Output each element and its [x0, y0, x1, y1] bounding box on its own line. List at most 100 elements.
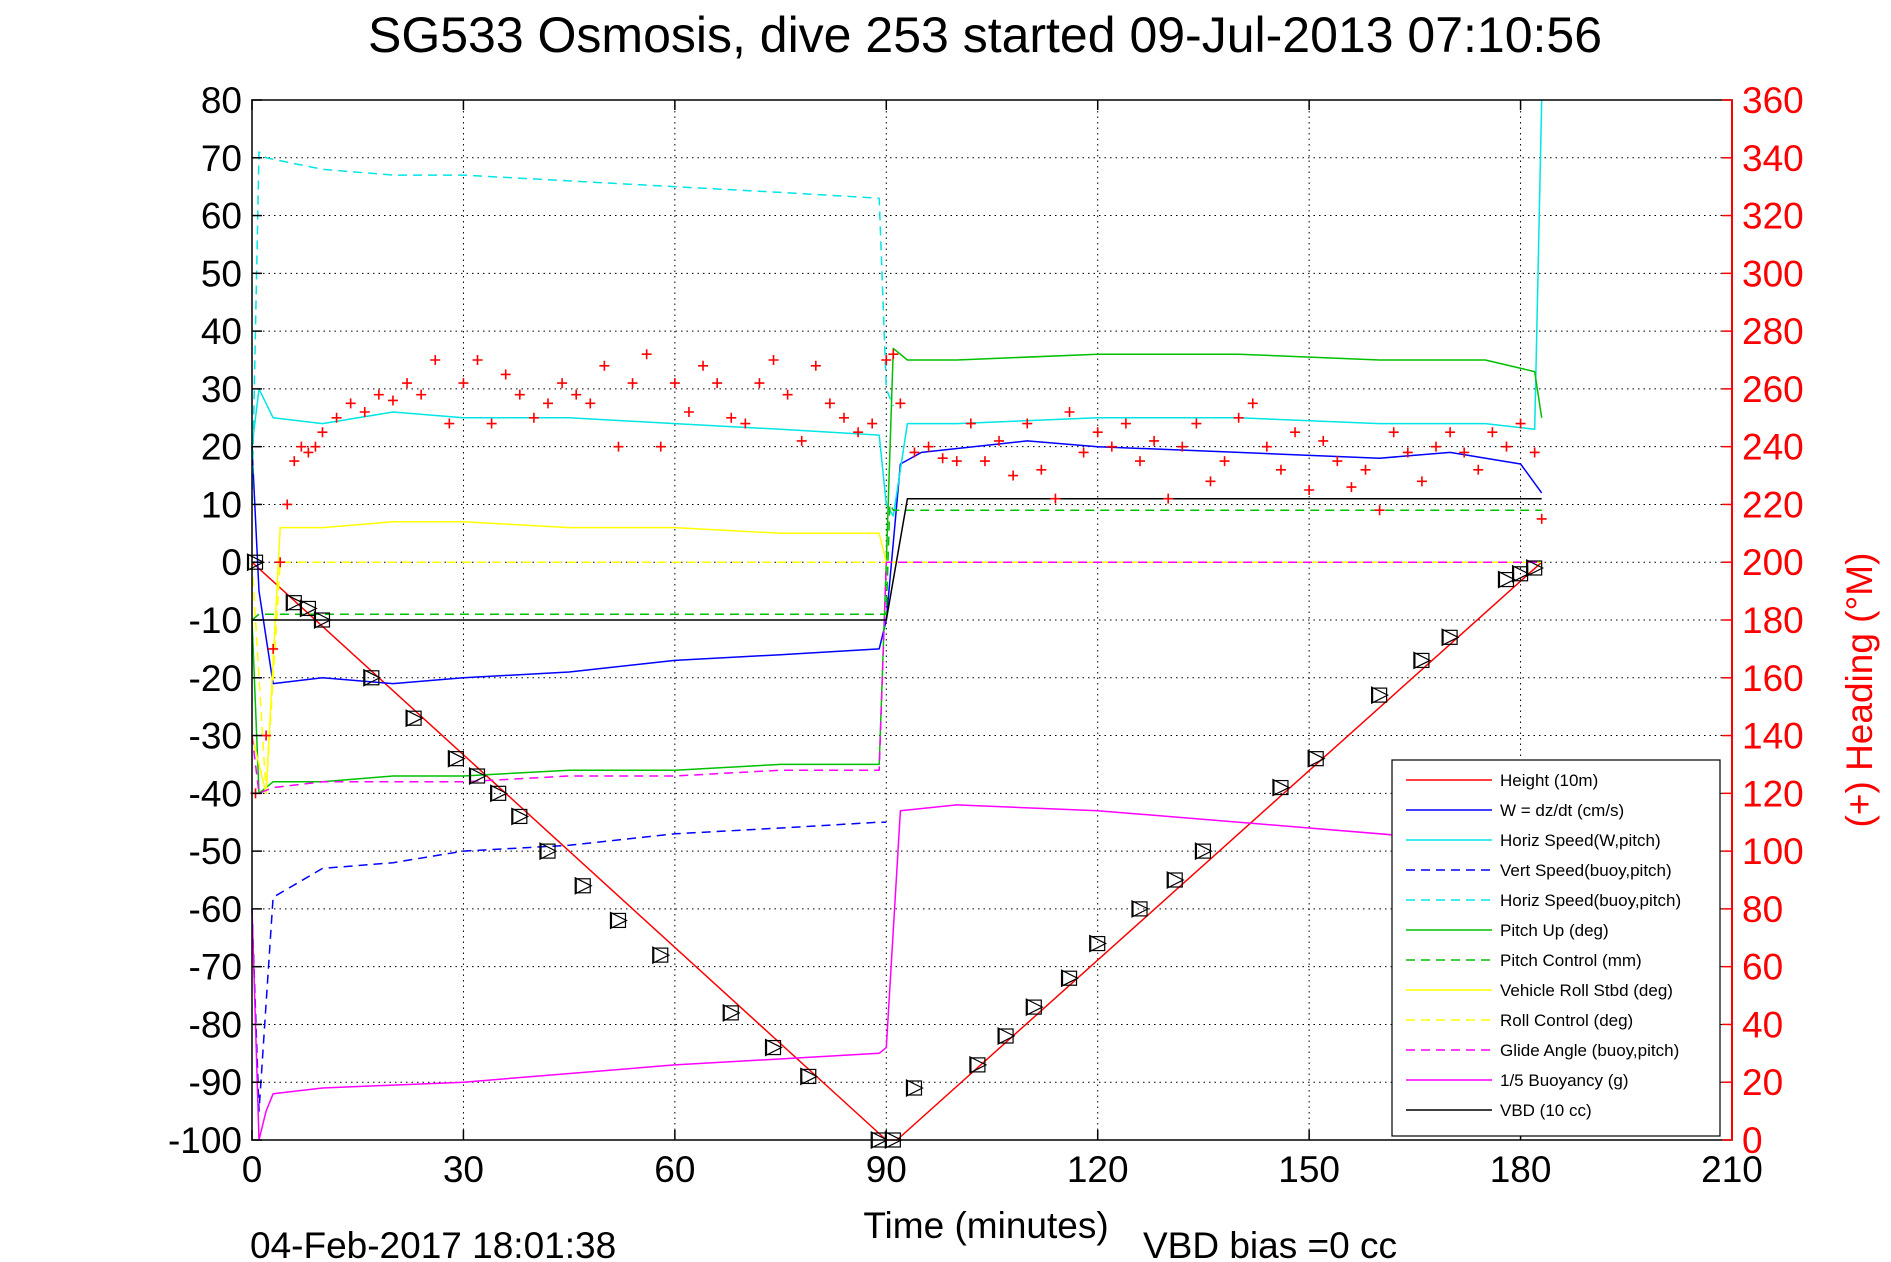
y2-tick-label: 280 — [1742, 311, 1804, 352]
heading-point — [655, 441, 666, 452]
heading-point — [1135, 456, 1145, 467]
heading-point — [1163, 493, 1174, 504]
x-tick-label: 90 — [866, 1149, 907, 1190]
legend-label-1-5-buoyancy-g: 1/5 Buoyancy (g) — [1500, 1071, 1629, 1090]
heading-point — [1388, 427, 1399, 438]
y-tick-label: -10 — [189, 600, 242, 641]
dive-marker-triangle — [1526, 559, 1545, 577]
dive-marker-triangle — [764, 1038, 783, 1057]
heading-point — [1205, 476, 1216, 487]
dive-marker-square — [406, 710, 422, 726]
heading-point — [387, 395, 398, 406]
dive-marker-triangle — [511, 807, 530, 826]
dive-marker-square — [1372, 687, 1388, 703]
heading-point — [853, 427, 864, 438]
y-tick-label: -30 — [189, 716, 242, 757]
dive-marker-triangle — [1511, 564, 1530, 583]
x-tick-label: 0 — [242, 1149, 263, 1190]
heading-point — [359, 407, 370, 417]
heading-point — [1536, 513, 1547, 524]
heading-point — [951, 456, 962, 467]
dive-marker-square — [1442, 629, 1458, 645]
y-tick-label: -60 — [189, 889, 242, 930]
heading-point — [1431, 441, 1441, 452]
dive-marker-square — [801, 1068, 817, 1085]
heading-point — [296, 441, 307, 452]
heading-point — [1402, 447, 1413, 458]
heading-point — [275, 557, 286, 568]
dive-marker-triangle — [1194, 842, 1213, 861]
heading-point — [613, 441, 624, 452]
heading-point — [486, 418, 497, 429]
heading-point — [1501, 441, 1512, 452]
heading-point — [1022, 418, 1033, 429]
y2-tick-label: 220 — [1742, 484, 1804, 525]
heading-point — [796, 435, 807, 446]
heading-point — [1008, 470, 1019, 481]
dive-marker-square — [448, 751, 464, 767]
heading-point — [1290, 427, 1301, 438]
heading-point — [726, 412, 737, 423]
dive-marker-triangle — [246, 553, 265, 572]
heading-point — [1261, 441, 1272, 452]
heading-point — [1064, 407, 1075, 417]
dive-marker-square — [998, 1028, 1014, 1044]
legend-label-vehicle-roll-stbd-deg: Vehicle Roll Stbd (deg) — [1500, 981, 1673, 1000]
heading-point — [268, 643, 279, 654]
y2-tick-label: 160 — [1742, 658, 1804, 699]
dive-marker-triangle — [574, 876, 593, 895]
y2-tick-label: 120 — [1742, 773, 1804, 814]
heading-point — [683, 407, 694, 417]
heading-point — [430, 355, 441, 365]
heading-point — [1374, 505, 1385, 516]
dive-marker-square — [1273, 779, 1289, 796]
heading-point — [1036, 464, 1047, 475]
heading-point — [1487, 427, 1498, 438]
heading-point — [1459, 447, 1470, 458]
y2-tick-label: 180 — [1742, 600, 1804, 641]
dive-marker-square — [765, 1039, 782, 1056]
y2-axis-label: (+) Heading (°M) — [1839, 553, 1880, 828]
footer-timestamp: 04-Feb-2017 18:01:38 — [250, 1225, 616, 1262]
y-tick-label: 40 — [201, 311, 242, 352]
heading-point — [768, 355, 779, 365]
legend-label-horiz-speed-buoy-pitch: Horiz Speed(buoy,pitch) — [1500, 891, 1681, 910]
y2-tick-label: 20 — [1742, 1062, 1783, 1103]
y-tick-label: -90 — [189, 1062, 242, 1103]
legend-label-pitch-up-deg: Pitch Up (deg) — [1500, 921, 1609, 940]
x-tick-label: 60 — [654, 1149, 695, 1190]
dive-marker-square — [1308, 751, 1324, 767]
heading-point — [1515, 418, 1526, 429]
dive-marker-square — [1132, 901, 1148, 917]
dive-marker-triangle — [1166, 871, 1185, 889]
footer-vbd-bias: VBD bias =0 cc — [1143, 1225, 1397, 1262]
y2-tick-label: 320 — [1742, 196, 1804, 237]
heading-point — [1120, 418, 1131, 429]
heading-point — [1529, 447, 1540, 458]
heading-point — [712, 378, 723, 389]
dive-marker-square — [1527, 560, 1543, 576]
y2-tick-label: 240 — [1742, 427, 1804, 468]
dive-marker-square — [1026, 999, 1042, 1015]
heading-point — [282, 499, 293, 510]
heading-point — [888, 349, 899, 360]
dive-marker-triangle — [1441, 628, 1460, 647]
heading-point — [345, 398, 356, 409]
heading-point — [810, 360, 821, 371]
heading-point — [1416, 476, 1427, 487]
dive-marker-square — [512, 808, 528, 825]
dive-marker-triangle — [800, 1067, 819, 1086]
series-line-horiz-speed-w-pitch — [251, 99, 1543, 517]
heading-point — [514, 389, 525, 400]
legend-label-horiz-speed-w-pitch: Horiz Speed(W,pitch) — [1500, 831, 1661, 850]
heading-point — [1346, 482, 1357, 493]
heading-point — [754, 378, 765, 389]
dive-marker-square — [364, 670, 380, 686]
y-tick-label: 0 — [221, 542, 242, 583]
dive-marker-triangle — [539, 842, 558, 861]
dive-marker-triangle — [969, 1055, 988, 1074]
dive-marker-square — [1090, 935, 1106, 952]
y-tick-label: 60 — [201, 196, 242, 237]
series-layer — [246, 99, 1547, 1149]
heading-point — [867, 418, 878, 429]
